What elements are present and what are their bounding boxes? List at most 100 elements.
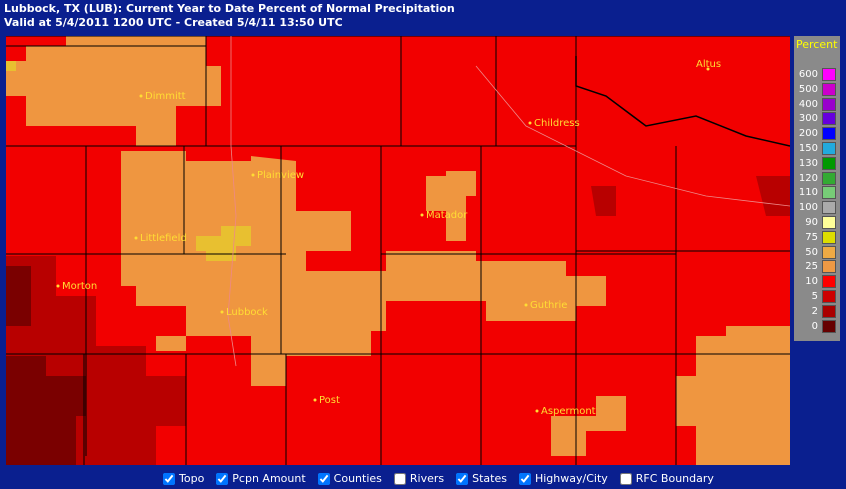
legend-label: 200 <box>798 128 818 140</box>
city-label: Lubbock <box>226 307 268 318</box>
toggle-label[interactable]: RFC Boundary <box>635 472 714 485</box>
legend-item: 25 <box>794 260 840 274</box>
header: Lubbock, TX (LUB): Current Year to Date … <box>4 2 455 30</box>
legend-item: 110 <box>794 186 840 200</box>
legend-label: 90 <box>805 217 818 228</box>
legend-item: 10 <box>794 275 840 289</box>
legend-swatch <box>822 82 836 96</box>
legend-item: 300 <box>794 112 840 126</box>
legend-title: Percent <box>796 38 838 51</box>
legend-label: 50 <box>805 246 818 258</box>
legend-item: 130 <box>794 156 840 171</box>
legend-item: 75 <box>794 230 840 245</box>
state-boundary <box>575 56 790 147</box>
layer-toggle[interactable]: RFC Boundary <box>619 472 714 485</box>
legend-item: 90 <box>794 216 840 230</box>
cities: Dimmitt Childress Altus Plainview Matado… <box>56 59 721 417</box>
legend-swatch <box>822 142 836 155</box>
legend-item: 600 <box>794 68 840 82</box>
legend-swatch <box>822 201 836 215</box>
legend-label: 500 <box>798 83 818 95</box>
legend-swatch <box>822 68 836 81</box>
legend-label: 75 <box>805 231 818 243</box>
city: Dimmitt <box>139 91 186 102</box>
layer-toggle[interactable]: Counties <box>317 472 382 485</box>
legend: Percent 600 500 400 300 200 150 130 120 110 100 90… <box>794 36 840 341</box>
legend-swatch <box>822 275 836 289</box>
toggle-label[interactable]: Counties <box>333 472 382 485</box>
legend-label: 600 <box>798 69 818 80</box>
legend-label: 10 <box>805 276 818 288</box>
legend-swatch <box>822 319 836 333</box>
legend-swatch <box>822 290 836 303</box>
city: Childress <box>528 118 580 129</box>
legend-label: 2 <box>811 305 818 317</box>
city-label: Plainview <box>257 170 304 181</box>
city: Littlefield <box>134 233 187 244</box>
city: Altus <box>696 59 721 71</box>
map: Dimmitt Childress Altus Plainview Matado… <box>6 36 790 465</box>
checkbox[interactable] <box>317 472 330 485</box>
yellow-regions <box>6 61 251 261</box>
city-label: Morton <box>62 281 97 292</box>
legend-label: 150 <box>798 143 818 154</box>
legend-item: 150 <box>794 142 840 156</box>
toggle-label[interactable]: Pcpn Amount <box>232 472 306 485</box>
checkbox[interactable] <box>619 472 632 485</box>
legend-label: 0 <box>811 320 818 332</box>
legend-label: 25 <box>805 261 818 273</box>
legend-label: 120 <box>798 172 818 184</box>
title: Lubbock, TX (LUB): Current Year to Date … <box>4 2 455 15</box>
layer-controls: Topo Pcpn Amount Counties Rivers States Highw… <box>163 472 714 485</box>
legend-swatch <box>822 216 836 229</box>
city-label: Aspermont <box>541 406 596 417</box>
city-label: Childress <box>534 118 580 129</box>
checkbox[interactable] <box>216 472 229 485</box>
layer-toggle[interactable]: Rivers <box>393 472 445 485</box>
legend-swatch <box>822 245 836 259</box>
city: Guthrie <box>524 300 567 311</box>
checkbox[interactable] <box>518 472 531 485</box>
legend-label: 110 <box>798 187 818 199</box>
checkbox[interactable] <box>163 472 175 485</box>
darkest-regions <box>6 266 86 465</box>
city-label: Guthrie <box>530 300 567 311</box>
legend-swatch <box>822 171 836 185</box>
toggle-label[interactable]: Topo <box>179 472 205 485</box>
city-label: Post <box>319 395 340 406</box>
legend-item: 0 <box>794 319 840 334</box>
legend-label: 130 <box>798 157 818 169</box>
legend-swatch <box>822 230 836 244</box>
city-label: Dimmitt <box>145 91 186 102</box>
city-label: Littlefield <box>140 233 187 244</box>
toggle-label[interactable]: Rivers <box>409 472 445 485</box>
toggle-label[interactable]: Highway/City <box>534 472 608 485</box>
legend-item: 100 <box>794 201 840 215</box>
legend-swatch <box>822 97 836 111</box>
legend-label: 300 <box>798 113 818 125</box>
layer-toggle[interactable]: States <box>456 472 507 485</box>
city-label: Altus <box>696 59 721 70</box>
checkbox[interactable] <box>393 472 406 485</box>
orange-regions <box>6 36 790 465</box>
layer-toggle[interactable]: Topo <box>163 472 204 485</box>
legend-item: 50 <box>794 245 840 260</box>
city: Lubbock <box>220 307 268 318</box>
checkbox[interactable] <box>456 472 469 485</box>
legend-swatch <box>822 186 836 200</box>
city: Post <box>313 395 340 406</box>
city: Aspermont <box>535 406 596 417</box>
legend-item: 2 <box>794 304 840 319</box>
layer-toggle[interactable]: Pcpn Amount <box>216 472 306 485</box>
legend-swatch <box>822 304 836 318</box>
legend-item: 400 <box>794 97 840 112</box>
county-lines <box>6 36 790 465</box>
layer-toggle[interactable]: Highway/City <box>518 472 608 485</box>
city-label: Matador <box>426 210 468 221</box>
toggle-label[interactable]: States <box>472 472 507 485</box>
legend-swatch <box>822 260 836 274</box>
legend-item: 500 <box>794 82 840 97</box>
subtitle: Valid at 5/4/2011 1200 UTC - Created 5/4… <box>4 16 343 29</box>
city: Morton <box>56 281 97 292</box>
